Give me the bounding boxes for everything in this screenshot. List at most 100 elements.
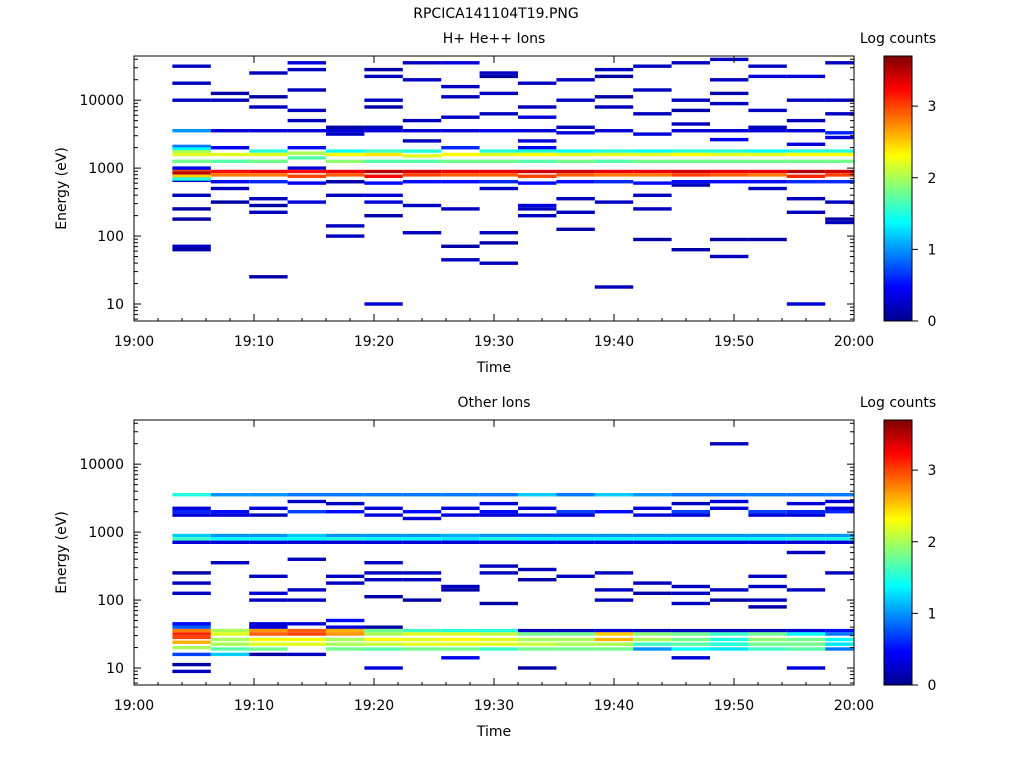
heatmap-cell	[249, 647, 288, 651]
heatmap-cell	[249, 625, 288, 629]
y-tick-label: 100	[97, 229, 124, 245]
heatmap-cell	[172, 159, 211, 163]
heatmap-cell	[671, 129, 710, 133]
heatmap-cell	[825, 642, 854, 646]
y-tick-label: 1000	[88, 161, 124, 177]
heatmap-cell	[210, 169, 250, 174]
heatmap-cell	[518, 214, 557, 218]
heatmap-cell	[594, 642, 634, 646]
heatmap-cell	[518, 493, 557, 497]
heatmap-cell	[287, 118, 326, 123]
heatmap-cell	[710, 632, 749, 636]
heatmap-cell	[518, 105, 557, 109]
heatmap-cell	[172, 177, 211, 181]
heatmap-cell	[364, 98, 403, 102]
heatmap-cell	[364, 666, 403, 670]
heatmap-cell	[748, 574, 787, 578]
heatmap-cell	[671, 584, 710, 589]
x-tick-label: 19:40	[594, 698, 634, 714]
heatmap-cell	[364, 595, 403, 599]
x-tick-label: 19:10	[234, 334, 274, 350]
heatmap-cell	[710, 57, 749, 62]
heatmap-cell	[671, 591, 710, 595]
heatmap-cell	[172, 540, 211, 544]
heatmap-cell	[786, 152, 826, 157]
heatmap-cell	[518, 540, 557, 544]
heatmap-cell	[172, 640, 211, 644]
heatmap-cell	[172, 193, 211, 197]
heatmap-cell	[748, 74, 787, 79]
heatmap-cell	[786, 159, 826, 163]
heatmap-cell	[441, 537, 480, 541]
heatmap-cell	[748, 180, 787, 184]
heatmap-cell	[326, 169, 365, 174]
heatmap-cell	[172, 207, 211, 211]
heatmap-cell	[671, 152, 710, 157]
heatmap-cell	[748, 647, 787, 651]
heatmap-cell	[594, 510, 634, 514]
x-tick-label: 19:40	[594, 334, 634, 350]
heatmap-cell	[825, 632, 854, 636]
heatmap-cell	[210, 632, 250, 636]
heatmap-cell	[441, 258, 480, 262]
heatmap-cell	[671, 98, 710, 102]
heatmap-cell	[479, 533, 518, 538]
heatmap-cell	[556, 78, 595, 82]
heatmap-cell	[710, 149, 749, 153]
heatmap-cell	[633, 506, 672, 510]
heatmap-cells	[172, 57, 854, 306]
heatmap-cell	[518, 642, 557, 646]
heatmap-cell	[287, 533, 326, 538]
heatmap-cell	[786, 501, 826, 506]
heatmap-cell	[249, 275, 288, 279]
heatmap-cell	[518, 506, 557, 510]
heatmap-cell	[825, 533, 854, 538]
heatmap-cell	[172, 591, 211, 595]
heatmap-cell	[710, 169, 749, 174]
heatmap-cell	[556, 210, 595, 214]
x-tick-label: 19:30	[474, 698, 514, 714]
heatmap-cell	[402, 637, 442, 642]
heatmap-cell	[249, 129, 288, 133]
heatmap-cell	[786, 513, 826, 517]
heatmap-cell	[172, 98, 211, 102]
heatmap-cell	[364, 105, 403, 109]
heatmap-cell	[364, 625, 403, 629]
heatmap-cell	[364, 533, 403, 538]
heatmap-cell	[287, 174, 326, 178]
heatmap-cell	[825, 537, 854, 541]
heatmap-cell	[518, 181, 557, 185]
y-tick-label: 10	[106, 661, 124, 677]
heatmap-cell	[210, 159, 250, 163]
heatmap-cell	[249, 180, 288, 184]
heatmap-cell	[594, 533, 634, 538]
heatmap-cell	[249, 537, 288, 541]
heatmap-cell	[671, 647, 710, 651]
heatmap-cell	[326, 234, 365, 238]
heatmap-cell	[825, 135, 854, 140]
heatmap-cell	[326, 637, 365, 642]
x-tick-label: 19:10	[234, 698, 274, 714]
y-tick-label: 1000	[88, 525, 124, 541]
heatmap-cell	[441, 146, 480, 150]
heatmap-cell	[710, 237, 749, 242]
heatmap-cell	[633, 149, 672, 153]
heatmap-cell	[710, 254, 749, 259]
x-tick-label: 19:00	[114, 698, 154, 714]
heatmap-cell	[441, 169, 480, 174]
heatmap-cell	[786, 210, 826, 214]
heatmap-cell	[786, 632, 826, 636]
heatmap-cell	[786, 642, 826, 646]
heatmap-cell	[210, 510, 250, 514]
heatmap-cell	[633, 132, 672, 136]
heatmap-cell	[825, 173, 854, 177]
heatmap-cell	[249, 533, 288, 538]
heatmap-cell	[556, 197, 595, 201]
heatmap-cell	[287, 652, 326, 657]
heatmap-cell	[748, 513, 787, 517]
heatmap-cell	[172, 64, 211, 68]
heatmap-cell	[172, 129, 211, 133]
heatmap-cell	[326, 647, 365, 651]
heatmap-cell	[710, 598, 749, 602]
heatmap-cell	[671, 501, 710, 506]
